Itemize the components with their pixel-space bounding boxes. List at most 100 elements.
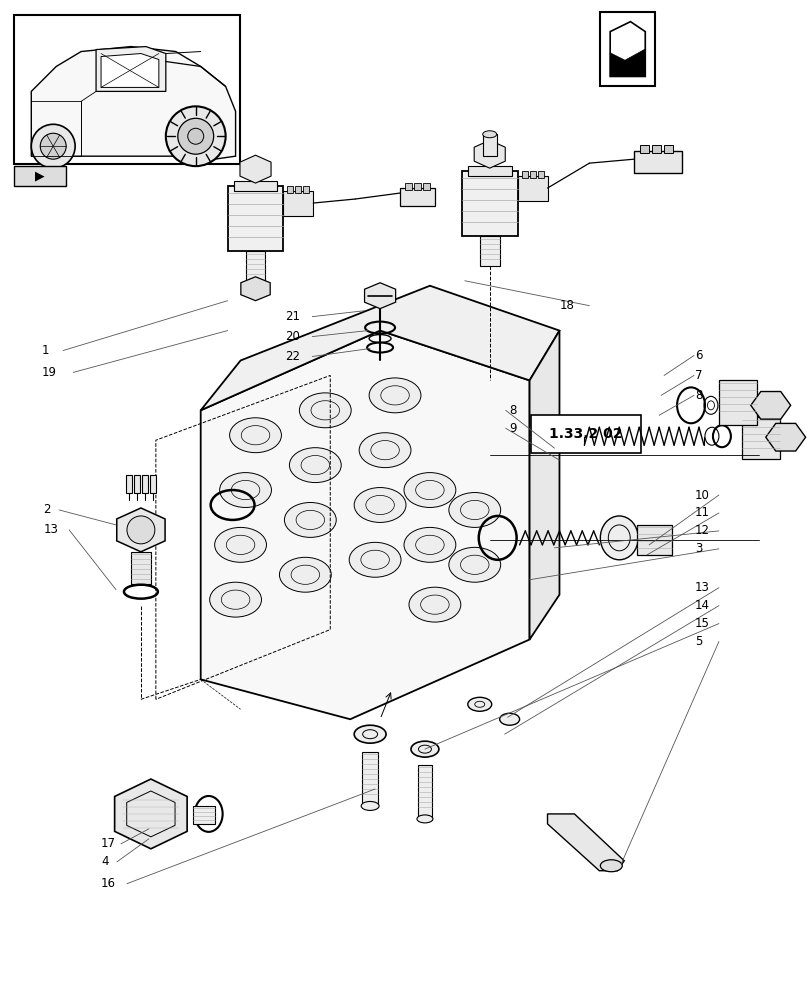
Ellipse shape: [404, 527, 455, 562]
Text: 14: 14: [694, 599, 709, 612]
Circle shape: [165, 106, 225, 166]
Bar: [362, 752, 378, 807]
Bar: [521, 171, 527, 178]
Bar: [234, 181, 277, 191]
Bar: [15, 15, 239, 164]
Text: 12: 12: [694, 524, 709, 537]
Bar: [150, 475, 156, 493]
Bar: [461, 171, 517, 236]
Bar: [529, 171, 535, 178]
Ellipse shape: [219, 473, 271, 507]
Text: 17: 17: [101, 837, 116, 850]
Bar: [126, 475, 131, 493]
Polygon shape: [240, 155, 271, 183]
Bar: [414, 183, 420, 190]
Bar: [423, 183, 429, 190]
Ellipse shape: [410, 741, 439, 757]
Polygon shape: [117, 508, 165, 552]
Ellipse shape: [448, 493, 500, 527]
Text: 20: 20: [285, 330, 300, 343]
Bar: [134, 475, 139, 493]
Ellipse shape: [214, 527, 266, 562]
Bar: [400, 188, 435, 206]
Text: 1.33.2 02: 1.33.2 02: [548, 427, 622, 441]
Text: 11: 11: [694, 506, 709, 519]
Ellipse shape: [358, 433, 410, 468]
Text: 15: 15: [694, 617, 709, 630]
Text: 8: 8: [509, 404, 517, 417]
Ellipse shape: [354, 725, 385, 743]
Bar: [15, 166, 66, 186]
Bar: [599, 12, 654, 86]
Bar: [245, 251, 265, 281]
Text: ▶: ▶: [36, 170, 45, 183]
Polygon shape: [529, 331, 559, 640]
Ellipse shape: [230, 418, 281, 453]
Ellipse shape: [299, 393, 350, 428]
Polygon shape: [609, 49, 645, 76]
Bar: [530, 415, 640, 453]
Circle shape: [32, 124, 75, 168]
Ellipse shape: [361, 801, 379, 810]
Text: 21: 21: [285, 310, 300, 323]
Ellipse shape: [542, 428, 556, 444]
Bar: [142, 475, 148, 493]
Bar: [663, 145, 672, 153]
Ellipse shape: [284, 502, 336, 537]
Polygon shape: [765, 423, 805, 451]
Polygon shape: [114, 779, 187, 849]
Ellipse shape: [467, 697, 491, 711]
Text: 3: 3: [694, 542, 702, 555]
Text: 8: 8: [694, 389, 702, 402]
Ellipse shape: [369, 378, 420, 413]
Bar: [639, 145, 648, 153]
Text: 9: 9: [509, 422, 517, 435]
Bar: [651, 145, 660, 153]
Ellipse shape: [279, 557, 331, 592]
Ellipse shape: [409, 587, 461, 622]
Circle shape: [178, 118, 213, 154]
Bar: [467, 166, 511, 176]
Circle shape: [127, 516, 155, 544]
Text: 7: 7: [694, 369, 702, 382]
Text: 10: 10: [694, 489, 709, 502]
Bar: [418, 765, 431, 820]
Bar: [32, 101, 81, 156]
Bar: [283, 191, 313, 216]
Bar: [483, 134, 496, 156]
Ellipse shape: [599, 516, 637, 560]
Bar: [303, 186, 309, 193]
Text: 18: 18: [559, 299, 573, 312]
Text: 1: 1: [41, 344, 49, 357]
Bar: [517, 176, 547, 201]
Ellipse shape: [354, 488, 406, 522]
Text: 5: 5: [694, 635, 702, 648]
Polygon shape: [241, 277, 270, 301]
Ellipse shape: [499, 713, 519, 725]
Ellipse shape: [209, 582, 261, 617]
Bar: [479, 236, 499, 266]
Text: 19: 19: [41, 366, 56, 379]
Polygon shape: [364, 283, 395, 309]
Polygon shape: [96, 47, 165, 91]
Bar: [405, 183, 411, 190]
Circle shape: [41, 133, 66, 159]
Polygon shape: [101, 54, 159, 87]
Text: 4: 4: [101, 855, 109, 868]
Ellipse shape: [417, 815, 432, 823]
Text: 22: 22: [285, 350, 300, 363]
Polygon shape: [750, 392, 790, 419]
Polygon shape: [200, 331, 529, 719]
Polygon shape: [32, 47, 235, 161]
Text: 6: 6: [694, 349, 702, 362]
Text: 16: 16: [101, 877, 116, 890]
Text: 13: 13: [43, 523, 58, 536]
Ellipse shape: [289, 448, 341, 483]
Polygon shape: [200, 286, 559, 410]
Ellipse shape: [404, 473, 455, 507]
Bar: [192, 806, 214, 824]
Polygon shape: [474, 140, 504, 168]
Bar: [227, 186, 283, 251]
Bar: [741, 417, 779, 459]
Ellipse shape: [349, 542, 401, 577]
